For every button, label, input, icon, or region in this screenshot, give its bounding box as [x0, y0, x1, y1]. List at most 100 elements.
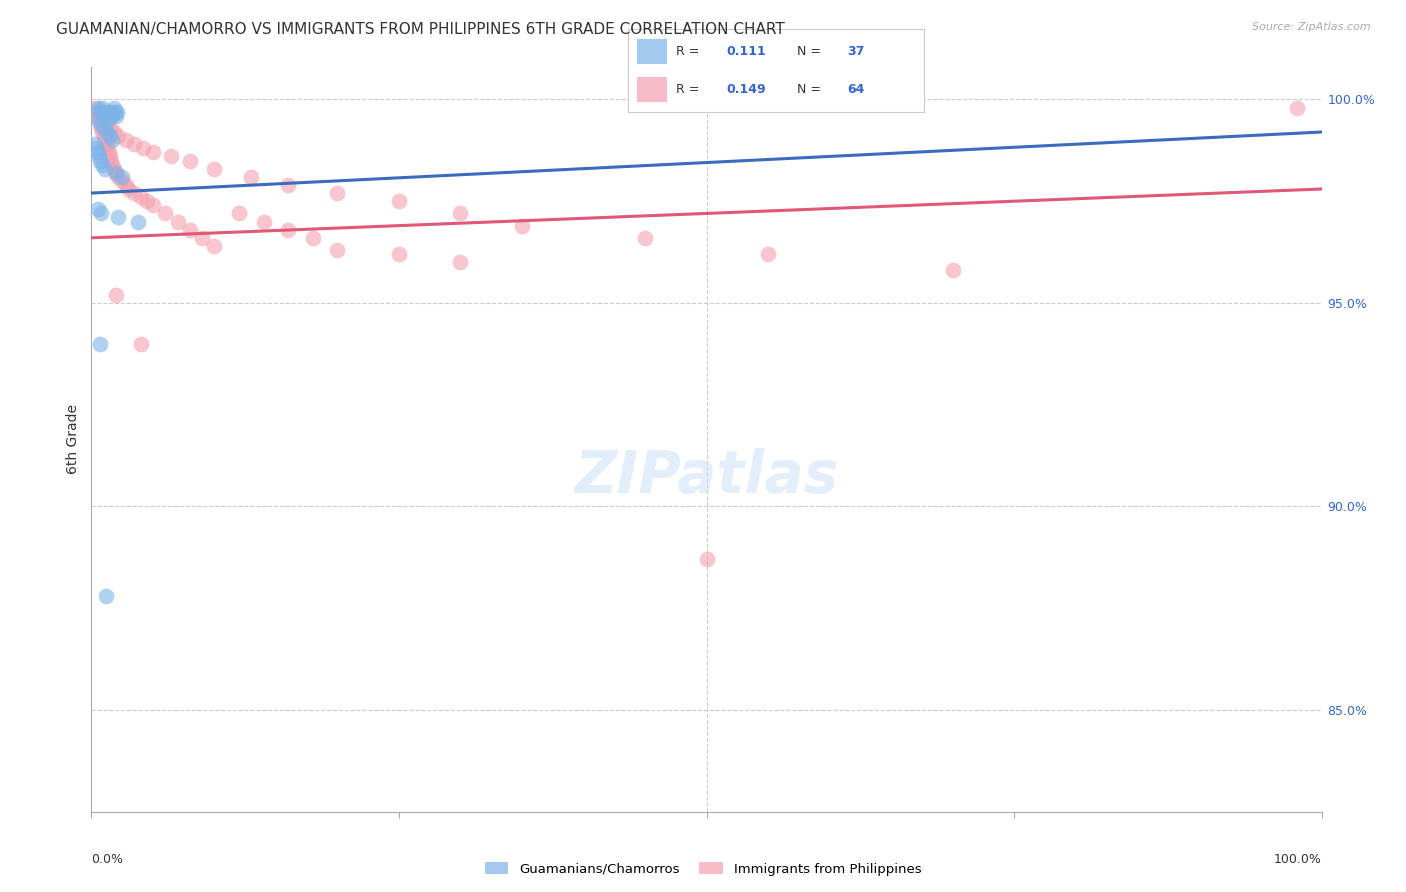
Text: N =: N = — [797, 83, 825, 95]
Point — [124, 137, 146, 152]
Point — [87, 112, 110, 127]
Point — [87, 112, 110, 127]
Point — [86, 141, 108, 155]
Point — [93, 112, 115, 127]
Point — [87, 149, 110, 163]
Point — [253, 214, 276, 228]
Point — [107, 211, 129, 225]
Point — [277, 223, 299, 237]
Text: R =: R = — [676, 45, 703, 58]
Point — [93, 109, 115, 123]
Point — [93, 120, 115, 135]
Point — [103, 161, 125, 176]
Point — [98, 109, 121, 123]
Point — [90, 120, 112, 135]
Legend: Guamanians/Chamorros, Immigrants from Philippines: Guamanians/Chamorros, Immigrants from Ph… — [479, 857, 927, 881]
Point — [129, 190, 152, 204]
Point — [98, 120, 121, 135]
Point — [91, 101, 114, 115]
Point — [98, 149, 121, 163]
Point — [84, 101, 107, 115]
Point — [179, 223, 201, 237]
Point — [89, 104, 111, 119]
Text: 0.0%: 0.0% — [91, 853, 124, 865]
Point — [326, 243, 349, 257]
Point — [127, 214, 149, 228]
Point — [86, 202, 108, 217]
Point — [756, 247, 779, 261]
Point — [96, 137, 117, 152]
Point — [86, 101, 108, 115]
Point — [100, 153, 122, 168]
Text: 100.0%: 100.0% — [1274, 853, 1322, 865]
Point — [84, 137, 107, 152]
Text: 37: 37 — [846, 45, 865, 58]
Point — [941, 263, 963, 277]
Point — [90, 104, 112, 119]
Point — [96, 117, 117, 131]
Point — [132, 141, 155, 155]
Point — [449, 255, 471, 269]
Text: ZIPatlas: ZIPatlas — [574, 448, 839, 505]
Point — [104, 104, 127, 119]
Point — [202, 161, 225, 176]
Point — [86, 145, 108, 160]
Point — [277, 178, 299, 192]
Point — [89, 153, 111, 168]
Point — [90, 206, 112, 220]
Point — [94, 133, 117, 147]
Point — [111, 169, 134, 184]
Point — [105, 104, 128, 119]
Point — [129, 336, 152, 351]
Point — [449, 206, 471, 220]
Point — [89, 117, 111, 131]
Point — [105, 109, 127, 123]
Point — [96, 141, 118, 155]
Text: Source: ZipAtlas.com: Source: ZipAtlas.com — [1253, 22, 1371, 32]
Text: 0.111: 0.111 — [725, 45, 766, 58]
Point — [96, 112, 118, 127]
Point — [91, 158, 114, 172]
Point — [634, 231, 657, 245]
Point — [91, 125, 114, 139]
Text: 64: 64 — [846, 83, 865, 95]
Bar — [637, 39, 666, 64]
Point — [89, 336, 111, 351]
Point — [93, 129, 115, 144]
Point — [124, 186, 146, 200]
Point — [96, 589, 117, 603]
Point — [107, 169, 129, 184]
Point — [114, 178, 138, 192]
Point — [94, 104, 117, 119]
Text: GUAMANIAN/CHAMORRO VS IMMIGRANTS FROM PHILIPPINES 6TH GRADE CORRELATION CHART: GUAMANIAN/CHAMORRO VS IMMIGRANTS FROM PH… — [56, 22, 785, 37]
Point — [101, 133, 124, 147]
Y-axis label: 6th Grade: 6th Grade — [66, 404, 80, 475]
Point — [202, 239, 225, 253]
Point — [114, 133, 138, 147]
Point — [87, 104, 110, 119]
Point — [326, 186, 349, 200]
Point — [90, 117, 112, 131]
Point — [97, 104, 120, 119]
Point — [510, 219, 533, 233]
Point — [101, 158, 124, 172]
Point — [191, 231, 214, 245]
Point — [86, 109, 108, 123]
Point — [105, 166, 127, 180]
Point — [695, 552, 717, 566]
Point — [142, 145, 165, 160]
Text: N =: N = — [797, 45, 825, 58]
Point — [101, 109, 124, 123]
Point — [228, 206, 250, 220]
Point — [103, 101, 125, 115]
Point — [240, 169, 263, 184]
Point — [388, 194, 411, 209]
Point — [105, 166, 127, 180]
Point — [1285, 101, 1308, 115]
Point — [96, 125, 118, 139]
Point — [90, 109, 112, 123]
Text: R =: R = — [676, 83, 703, 95]
Point — [117, 182, 139, 196]
Point — [107, 129, 129, 144]
Point — [179, 153, 201, 168]
